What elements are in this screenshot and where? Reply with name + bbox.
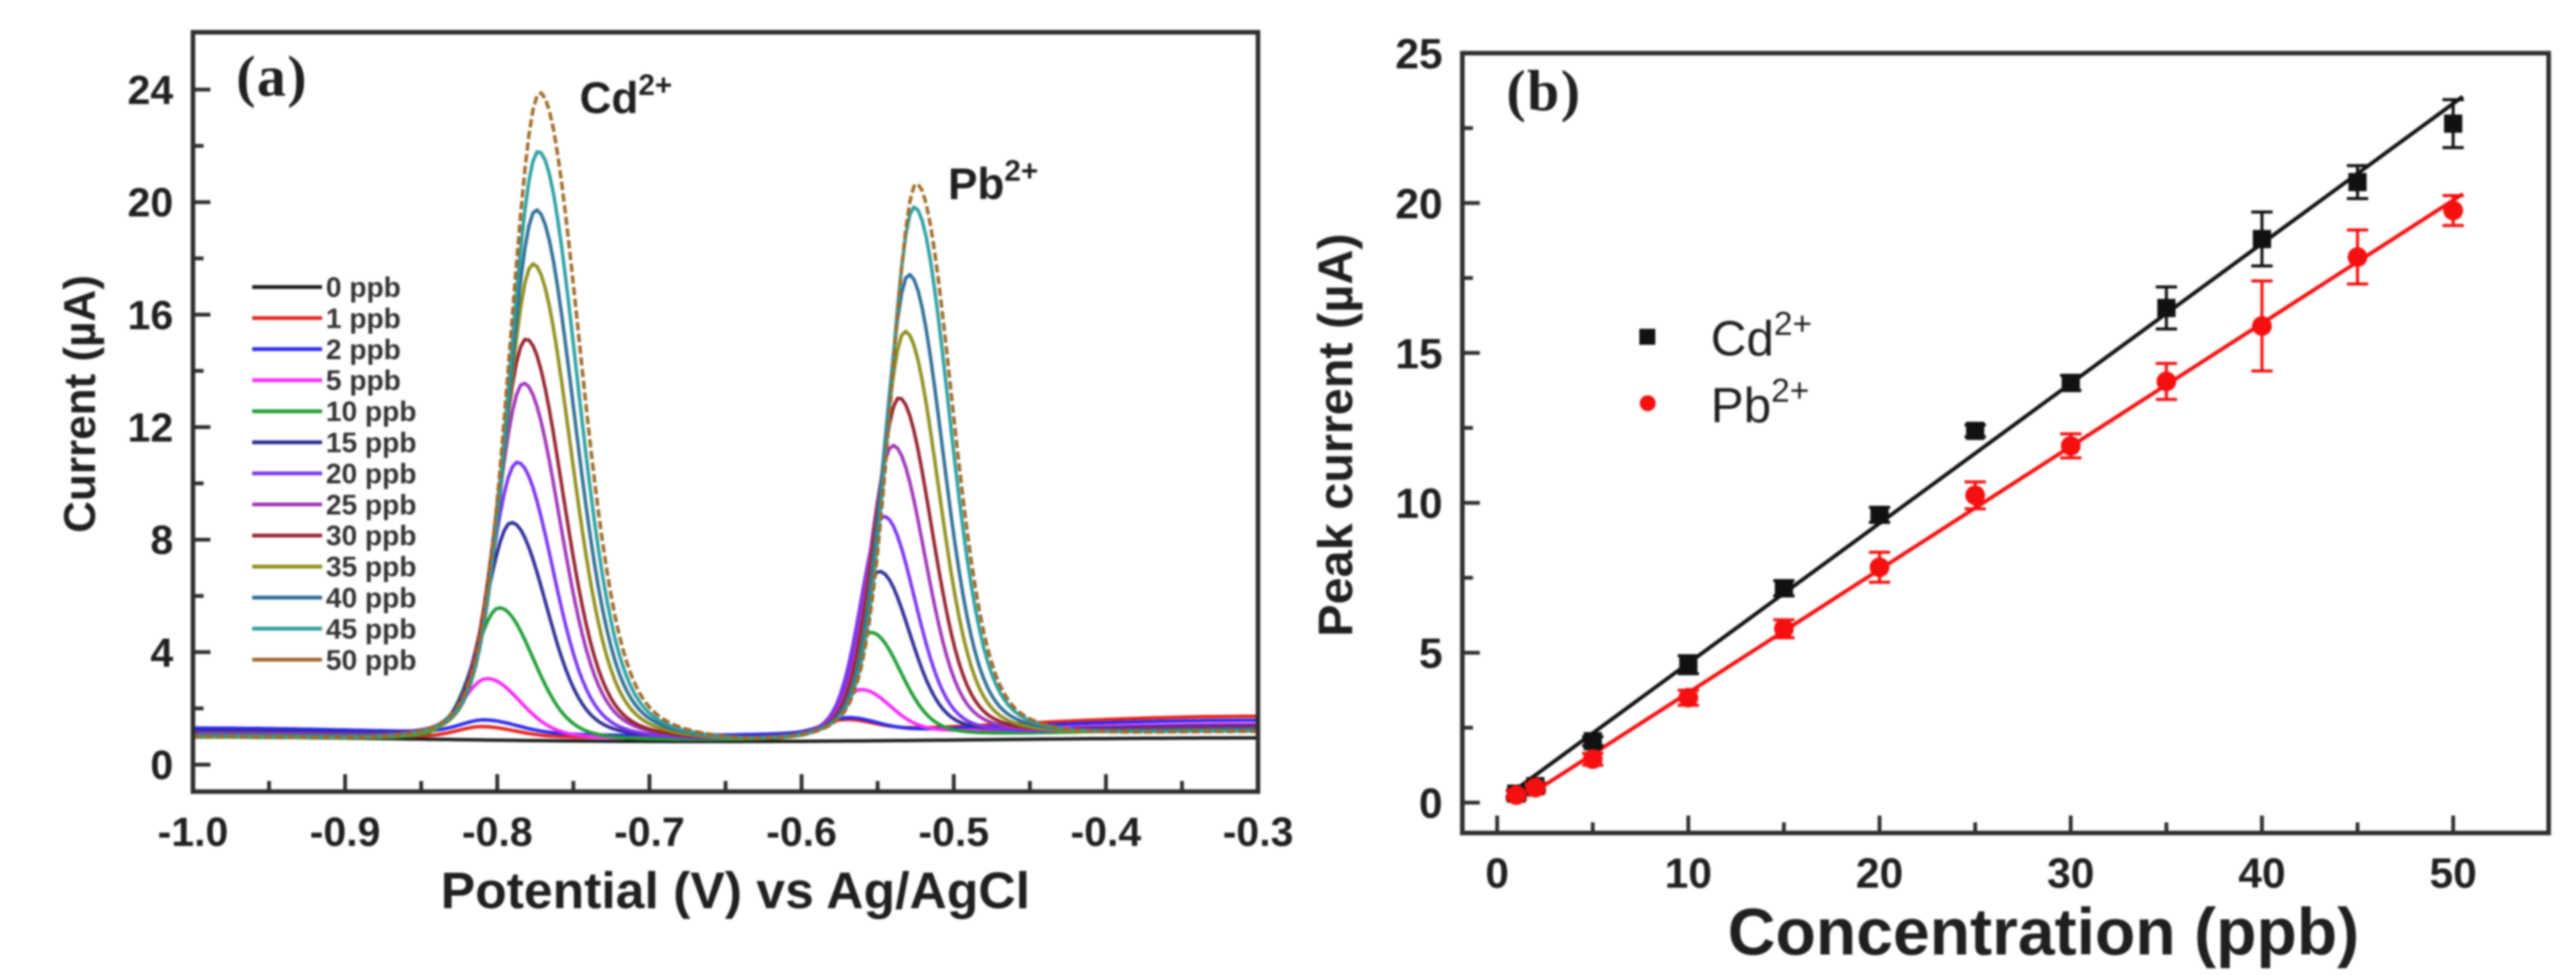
svg-text:0 ppb: 0 ppb — [326, 272, 401, 303]
svg-text:5: 5 — [1419, 629, 1443, 677]
svg-text:25 ppb: 25 ppb — [326, 489, 416, 520]
svg-text:-0.4: -0.4 — [1070, 809, 1141, 855]
svg-text:-0.5: -0.5 — [918, 809, 989, 855]
svg-text:2 ppb: 2 ppb — [326, 334, 401, 365]
svg-text:20: 20 — [128, 180, 173, 226]
svg-text:35 ppb: 35 ppb — [326, 551, 416, 582]
svg-text:0: 0 — [150, 743, 173, 788]
svg-text:20: 20 — [1395, 179, 1443, 227]
svg-text:15: 15 — [1395, 330, 1443, 377]
svg-text:12: 12 — [128, 405, 173, 451]
svg-text:50 ppb: 50 ppb — [326, 645, 416, 676]
svg-text:8: 8 — [150, 518, 173, 563]
svg-text:Current (µA): Current (µA) — [55, 275, 105, 533]
svg-text:40 ppb: 40 ppb — [326, 582, 416, 614]
svg-text:0: 0 — [1485, 849, 1509, 897]
svg-text:10 ppb: 10 ppb — [326, 396, 416, 428]
svg-text:20: 20 — [1856, 849, 1903, 897]
svg-text:30 ppb: 30 ppb — [326, 520, 416, 551]
svg-text:-0.8: -0.8 — [462, 809, 533, 855]
svg-text:1 ppb: 1 ppb — [326, 303, 401, 334]
svg-text:Potential (V) vs Ag/AgCl: Potential (V) vs Ag/AgCl — [441, 862, 1030, 920]
svg-text:(b): (b) — [1506, 59, 1582, 123]
svg-text:0: 0 — [1419, 779, 1443, 827]
svg-text:-0.9: -0.9 — [310, 809, 381, 855]
svg-text:-0.3: -0.3 — [1223, 809, 1294, 855]
svg-text:45 ppb: 45 ppb — [326, 614, 416, 645]
svg-text:24: 24 — [128, 68, 173, 113]
svg-text:-0.7: -0.7 — [614, 809, 684, 855]
svg-text:-1.0: -1.0 — [157, 809, 228, 855]
svg-text:Peak current (µA): Peak current (µA) — [1308, 233, 1363, 636]
svg-text:30: 30 — [2047, 849, 2094, 897]
svg-text:-0.6: -0.6 — [766, 809, 837, 855]
svg-text:Concentration (ppb): Concentration (ppb) — [1727, 895, 2359, 969]
svg-text:(a): (a) — [236, 45, 308, 109]
svg-text:4: 4 — [150, 630, 173, 676]
svg-text:40: 40 — [2238, 849, 2285, 897]
svg-text:16: 16 — [128, 292, 173, 338]
svg-text:20 ppb: 20 ppb — [326, 458, 416, 489]
svg-text:50: 50 — [2429, 849, 2476, 897]
svg-text:25: 25 — [1395, 30, 1443, 77]
svg-text:10: 10 — [1664, 849, 1712, 897]
svg-text:5 ppb: 5 ppb — [326, 365, 401, 396]
svg-text:15 ppb: 15 ppb — [326, 428, 416, 459]
svg-text:10: 10 — [1395, 479, 1443, 527]
